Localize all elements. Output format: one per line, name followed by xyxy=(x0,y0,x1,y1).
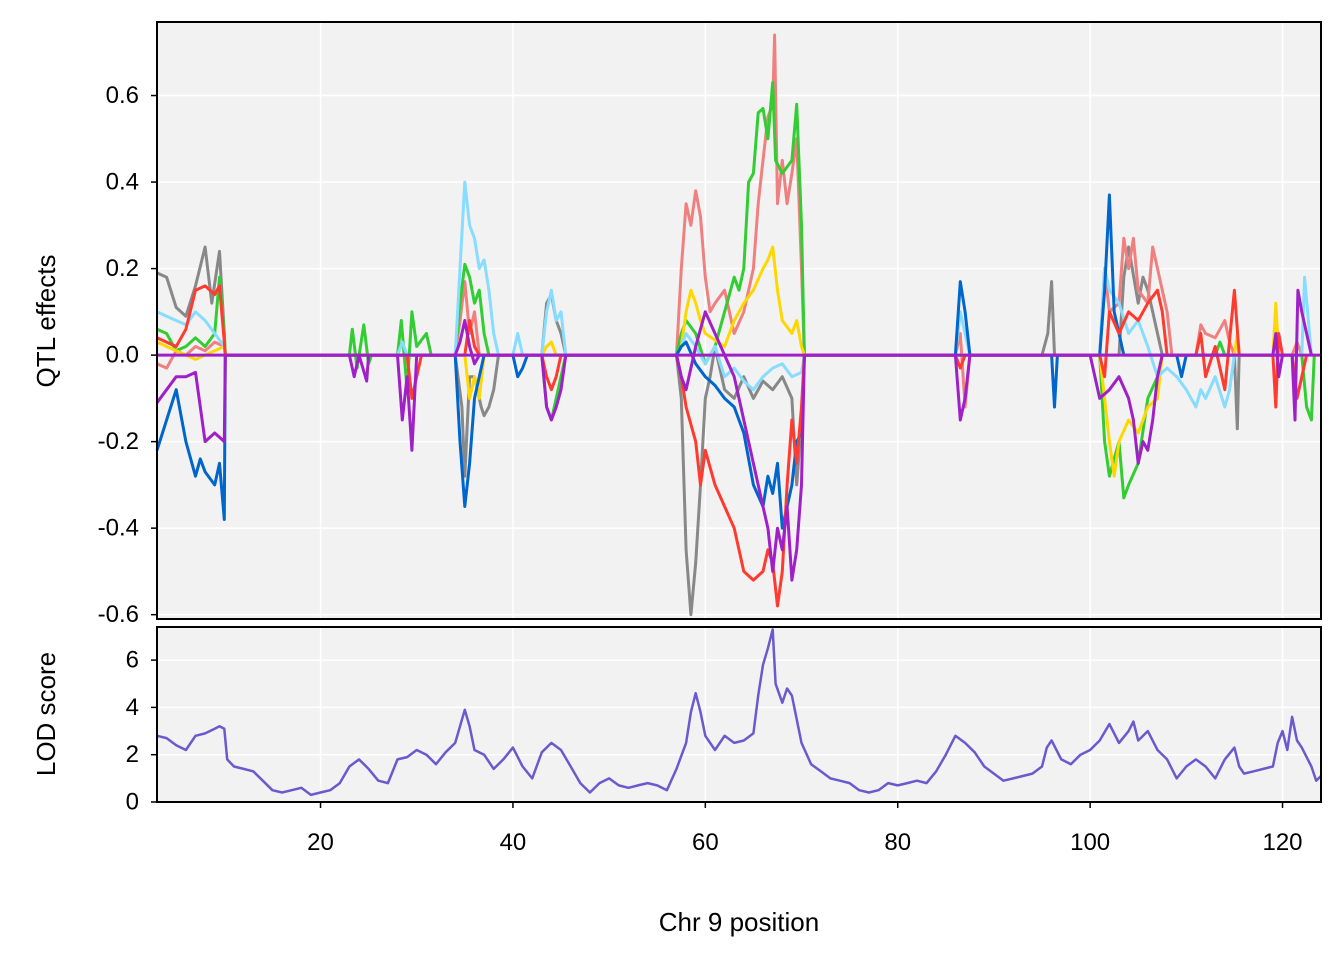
x-tick-label: 120 xyxy=(1262,829,1302,856)
lod-series-group xyxy=(156,628,1322,797)
lod-panel-frame xyxy=(156,626,1322,803)
effects-series-line-7 xyxy=(155,288,1313,582)
effects-series-group xyxy=(155,33,1321,617)
effects-series-line-2 xyxy=(156,81,1316,500)
lod-y-tick-label: 4 xyxy=(126,694,139,721)
effects-y-axis-title: QTL effects xyxy=(31,255,61,388)
effects-y-tick-label: -0.2 xyxy=(98,428,139,455)
lod-x-ticks: 20 40 60 80 100 120 xyxy=(307,802,1303,856)
x-tick-label: 20 xyxy=(307,829,334,856)
effects-y-tick-label: -0.4 xyxy=(98,515,139,542)
effects-series-line-5 xyxy=(155,193,1188,530)
x-tick-label: 100 xyxy=(1070,829,1110,856)
x-tick-label: 40 xyxy=(500,829,527,856)
effects-y-tick-label: -0.6 xyxy=(98,601,139,628)
lod-y-tick-label: 0 xyxy=(126,789,139,816)
lod-y-ticks: 0 2 4 6 xyxy=(126,647,157,816)
effects-panel-frame xyxy=(156,21,1322,620)
effects-series-line-1 xyxy=(156,33,1304,409)
effects-y-tick-label: 0.6 xyxy=(106,82,139,109)
effects-y-tick-label: 0.0 xyxy=(106,342,139,369)
lod-y-tick-label: 6 xyxy=(126,647,139,674)
effects-y-tick-label: 0.4 xyxy=(106,169,139,196)
lod-panel: 0 2 4 6 20 40 60 80 100 120 LOD score Chr 9 posi… xyxy=(31,626,1322,937)
effects-panel: -0.6 -0.4 -0.2 0.0 0.2 0.4 0.6 QTL effects xyxy=(31,21,1322,628)
effects-y-ticks: -0.6 -0.4 -0.2 0.0 0.2 0.4 0.6 xyxy=(98,82,157,628)
x-tick-label: 80 xyxy=(884,829,911,856)
x-axis-title: Chr 9 position xyxy=(659,907,819,937)
lod-series-line-0 xyxy=(156,628,1322,797)
x-tick-label: 60 xyxy=(692,829,719,856)
lod-y-axis-title: LOD score xyxy=(31,652,61,776)
lod-y-tick-label: 2 xyxy=(126,741,139,768)
effects-y-tick-label: 0.2 xyxy=(106,255,139,282)
lod-panel-background xyxy=(157,627,1321,802)
